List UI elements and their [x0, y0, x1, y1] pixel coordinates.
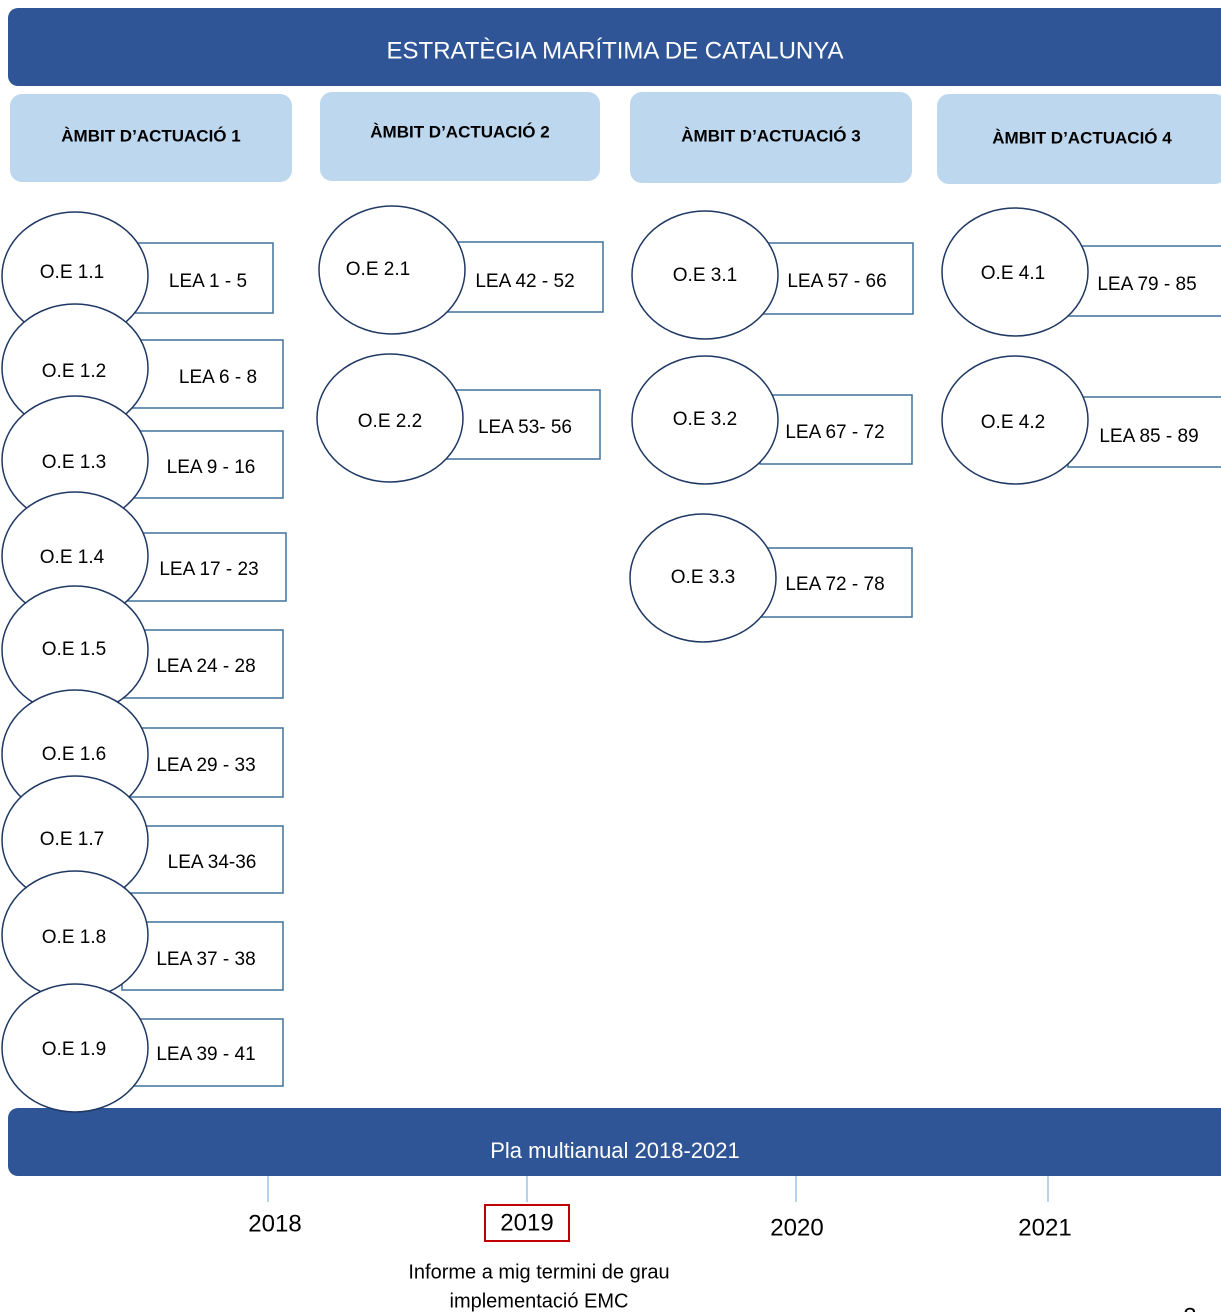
- lea-label: LEA 9 - 16: [167, 457, 256, 478]
- ambit-box: [937, 94, 1221, 184]
- ambit-title: ÀMBIT D’ACTUACIÓ 1: [61, 126, 240, 145]
- plan-note: implementació EMC: [450, 1290, 629, 1312]
- lea-box: [124, 339, 284, 409]
- year-label: 2019: [500, 1209, 553, 1236]
- lea-box: [124, 727, 284, 798]
- oe-label: O.E 1.5: [42, 639, 106, 660]
- oe-label: O.E 2.1: [346, 259, 410, 280]
- lea-box: [1067, 396, 1221, 468]
- oe-label: O.E 1.3: [42, 452, 106, 473]
- year-label: 2020: [770, 1214, 823, 1241]
- oe-ellipse: [629, 513, 777, 643]
- ambit-title: ÀMBIT D’ACTUACIÓ 4: [992, 128, 1172, 147]
- oe-label: O.E 1.1: [40, 262, 104, 283]
- oe-ellipse: [318, 205, 466, 335]
- lea-label: LEA 85 - 89: [1099, 426, 1198, 447]
- lea-label: LEA 39 - 41: [156, 1044, 255, 1065]
- plan-note: Informe a mig termini de grau: [408, 1261, 669, 1283]
- oe-label: O.E 1.9: [42, 1039, 106, 1060]
- lea-label: LEA 72 - 78: [785, 574, 884, 595]
- oe-label: O.E 1.7: [40, 829, 104, 850]
- lea-box: [759, 394, 913, 465]
- lea-box: [444, 389, 601, 460]
- page-number: 3: [1183, 1303, 1196, 1312]
- lea-label: LEA 1 - 5: [169, 271, 247, 292]
- highlight-box: [484, 1204, 570, 1242]
- ambit-box: [10, 94, 292, 182]
- ambit-title: ÀMBIT D’ACTUACIÓ 3: [681, 126, 860, 145]
- oe-label: O.E 3.2: [673, 409, 737, 430]
- lea-label: LEA 29 - 33: [156, 755, 255, 776]
- lea-label: LEA 17 - 23: [159, 559, 258, 580]
- oe-ellipse: [316, 353, 464, 483]
- oe-ellipse: [941, 355, 1089, 485]
- lea-box: [121, 921, 284, 991]
- oe-label: O.E 4.1: [981, 263, 1045, 284]
- oe-label: O.E 1.8: [42, 927, 106, 948]
- oe-ellipse: [631, 355, 779, 485]
- oe-label: O.E 2.2: [358, 411, 422, 432]
- oe-label: O.E 4.2: [981, 412, 1045, 433]
- lea-box: [444, 241, 604, 313]
- lea-label: LEA 67 - 72: [785, 422, 884, 443]
- oe-ellipse: [1, 983, 149, 1113]
- year-label: 2018: [248, 1210, 301, 1237]
- plan-title: Pla multianual 2018-2021: [490, 1138, 740, 1163]
- ambit-box: [320, 92, 600, 181]
- lea-label: LEA 57 - 66: [787, 271, 886, 292]
- lea-box: [1067, 245, 1221, 317]
- lea-box: [124, 825, 284, 894]
- plan-bar: [8, 1108, 1221, 1176]
- oe-label: O.E 3.1: [673, 265, 737, 286]
- lea-label: LEA 24 - 28: [156, 656, 255, 677]
- oe-ellipse: [631, 210, 779, 340]
- lea-label: LEA 6 - 8: [179, 367, 257, 388]
- oe-label: O.E 1.4: [40, 547, 105, 568]
- ambit-box: [630, 92, 912, 183]
- lea-box: [124, 430, 284, 499]
- oe-ellipse: [941, 207, 1089, 337]
- lea-label: LEA 79 - 85: [1097, 274, 1196, 295]
- lea-label: LEA 37 - 38: [156, 949, 255, 970]
- header-bar: [8, 8, 1221, 86]
- year-label: 2021: [1018, 1214, 1071, 1241]
- lea-label: LEA 53- 56: [478, 417, 572, 438]
- header-title: ESTRATÈGIA MARÍTIMA DE CATALUNYA: [387, 37, 844, 64]
- lea-label: LEA 42 - 52: [475, 271, 574, 292]
- oe-label: O.E 1.2: [42, 361, 106, 382]
- lea-box: [759, 547, 913, 618]
- oe-label: O.E 1.6: [42, 744, 106, 765]
- lea-label: LEA 34-36: [168, 852, 257, 873]
- ambit-title: ÀMBIT D’ACTUACIÓ 2: [370, 122, 549, 141]
- oe-label: O.E 3.3: [671, 567, 735, 588]
